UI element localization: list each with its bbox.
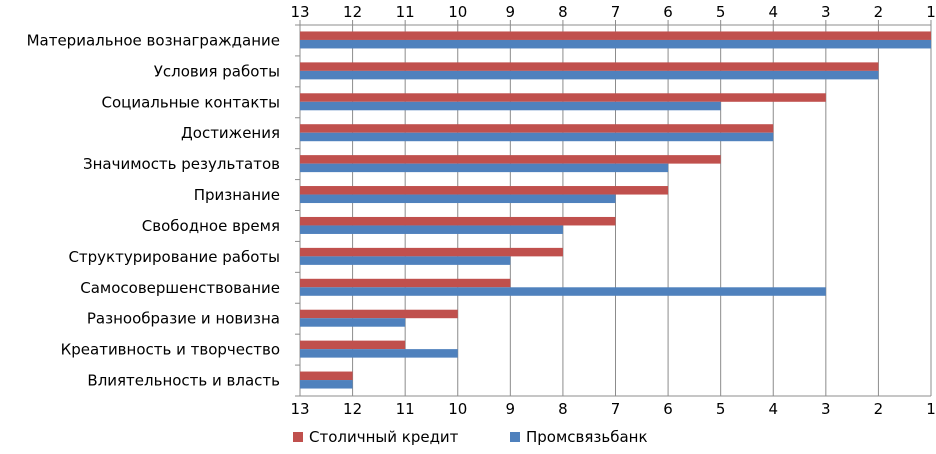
x-tick-label-top: 9	[506, 3, 516, 21]
bar-series-1	[300, 155, 721, 164]
category-label: Признание	[194, 186, 280, 204]
x-tick-label-top: 2	[874, 3, 884, 21]
bar-series-1	[300, 31, 931, 40]
bar-series-2	[300, 194, 616, 204]
x-tick-label-bottom: 9	[506, 400, 516, 418]
category-label: Социальные контакты	[102, 93, 281, 111]
bar-series-2	[300, 318, 406, 327]
legend-label: Промсвязьбанк	[526, 428, 648, 446]
bar-series-1	[300, 247, 563, 257]
x-tick-label-bottom: 3	[821, 400, 831, 418]
x-tick-label-bottom: 8	[558, 400, 568, 418]
bar-series-1	[300, 309, 458, 319]
x-tick-label-top: 13	[290, 3, 309, 21]
x-tick-label-top: 8	[558, 3, 568, 21]
legend-swatch	[293, 432, 303, 442]
x-tick-label-bottom: 11	[396, 400, 415, 418]
x-tick-label-top: 3	[821, 3, 831, 21]
x-tick-label-top: 4	[768, 3, 778, 21]
x-tick-label-bottom: 5	[716, 400, 726, 418]
x-tick-label-bottom: 7	[611, 400, 621, 418]
bar-series-2	[300, 101, 721, 111]
legend-label: Столичный кредит	[309, 428, 459, 446]
bar-series-2	[300, 70, 879, 80]
bar-series-1	[300, 371, 353, 381]
x-tick-label-top: 11	[396, 3, 415, 21]
category-label: Достижения	[181, 124, 280, 142]
bar-series-1	[300, 93, 826, 102]
bar-series-2	[300, 287, 826, 296]
category-labels: Материальное вознаграждание Условия работ…	[27, 31, 280, 389]
x-tick-label-top: 7	[611, 3, 621, 21]
bar-series-2	[300, 132, 774, 142]
bar-series-2	[300, 256, 511, 265]
bar-series-1	[300, 62, 879, 71]
bar-series-1	[300, 186, 669, 195]
category-label: Значимость результатов	[83, 155, 280, 173]
legend-swatch	[510, 432, 520, 442]
bars	[300, 31, 931, 389]
bar-series-2	[300, 380, 353, 389]
bar-series-1	[300, 278, 511, 288]
bar-series-2	[300, 349, 458, 358]
legend: Столичный кредит Промсвязьбанк	[293, 428, 648, 446]
x-tick-label-top: 5	[716, 3, 726, 21]
bar-series-2	[300, 39, 931, 49]
x-tick-label-top: 6	[663, 3, 673, 21]
bar-series-2	[300, 225, 563, 234]
x-tick-label-top: 10	[448, 3, 467, 21]
x-tick-label-top: 12	[343, 3, 362, 21]
category-label: Структурирование работы	[68, 248, 280, 266]
category-label: Материальное вознаграждание	[27, 31, 280, 49]
x-tick-label-bottom: 4	[768, 400, 778, 418]
grid-lines	[295, 24, 932, 397]
bar-series-1	[300, 124, 774, 133]
bar-series-1	[300, 340, 406, 350]
category-label: Влиятельность и власть	[87, 372, 280, 390]
x-tick-label-bottom: 12	[343, 400, 362, 418]
x-tick-label-bottom: 6	[663, 400, 673, 418]
category-label: Свободное время	[142, 217, 280, 235]
bar-series-2	[300, 163, 669, 173]
x-tick-label-bottom: 10	[448, 400, 467, 418]
category-label: Креативность и творчество	[61, 341, 280, 359]
category-label: Условия работы	[154, 62, 280, 80]
category-label: Самосовершенствование	[80, 279, 280, 297]
x-tick-label-bottom: 2	[874, 400, 884, 418]
x-tick-label-bottom: 13	[290, 400, 309, 418]
x-tick-label-top: 1	[926, 3, 936, 21]
bar-series-1	[300, 216, 616, 226]
x-tick-label-bottom: 1	[926, 400, 936, 418]
category-label: Разнообразие и новизна	[87, 310, 280, 328]
